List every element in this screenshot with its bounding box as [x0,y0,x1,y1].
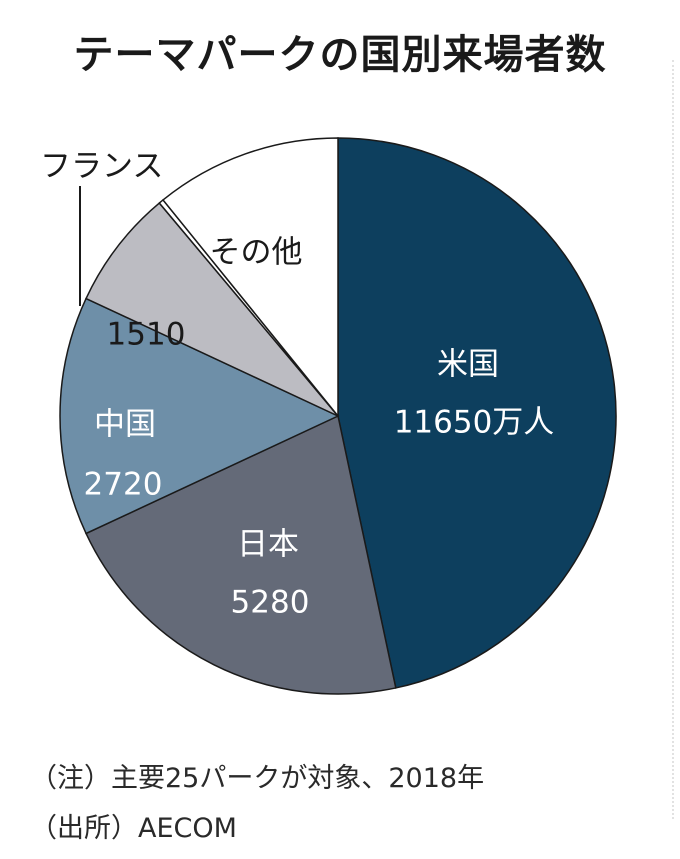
slice-label-others: その他 [210,235,303,271]
slice-value-china: 2720 [84,467,163,503]
pie-slice-japan [85,414,397,695]
pie-slice-usa [337,137,617,689]
pie-slice-others [161,137,339,419]
slice-label-france: フランス [40,149,163,185]
pie-slices [59,137,617,695]
edge-divider [672,60,674,819]
pie-slice-china [59,297,340,535]
slice-value-other-1510: 1510 [107,317,186,353]
slice-value-usa: 11650万人 [394,405,555,441]
slice-label-china: 中国 [94,407,156,443]
slice-label-usa: 米国 [437,347,499,383]
footnote: （注）主要25パークが対象、2018年 [30,763,485,794]
pie-slice-other-1510 [85,201,339,417]
slice-value-japan: 5280 [231,585,310,621]
source-note: （出所）AECOM [30,813,237,844]
slice-label-japan: 日本 [237,527,299,563]
chart-title: テーマパークの国別来場者数 [73,32,607,78]
